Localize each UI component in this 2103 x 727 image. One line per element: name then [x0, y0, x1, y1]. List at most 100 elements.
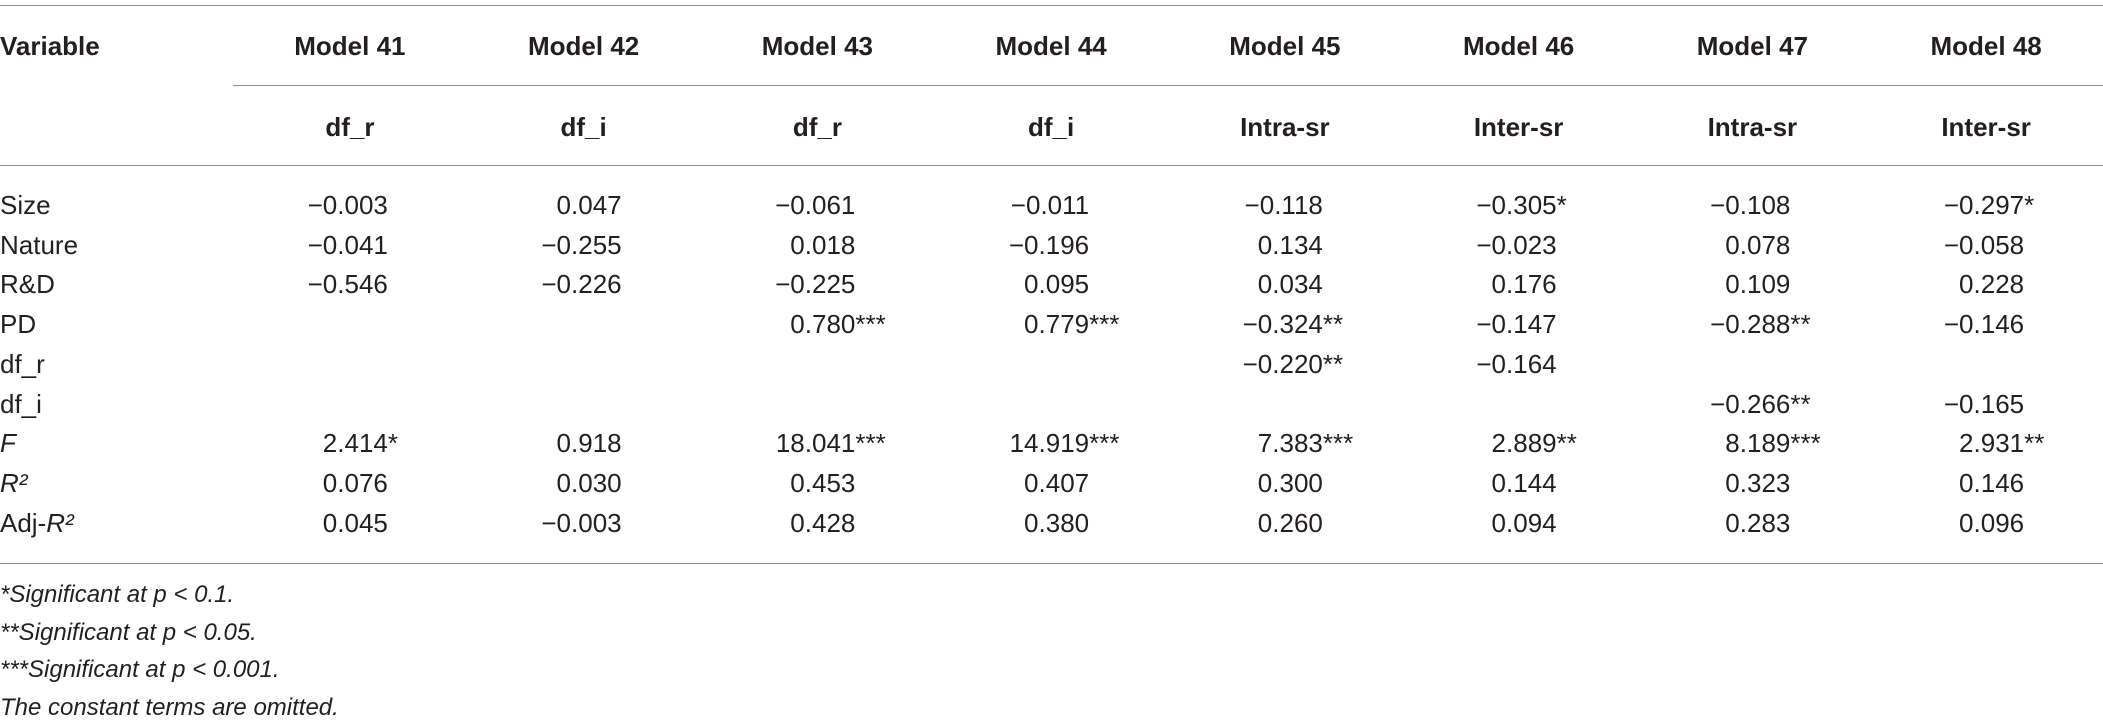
value-stars: *: [1556, 190, 1567, 220]
value-cell: −0.003: [278, 190, 388, 220]
value-cell: 0.047: [512, 190, 622, 220]
value-cell: −0.061: [745, 190, 855, 220]
value-cell: −0.297*: [1914, 190, 2034, 220]
model-header: Model 48: [1930, 31, 2042, 61]
value-cell: −0.058: [1914, 230, 2024, 260]
value-stars: ***: [855, 309, 886, 340]
value-number: 0.045: [322, 507, 388, 538]
value-cell: −0.324**: [1213, 309, 1344, 340]
value-number: 0.453: [790, 467, 856, 498]
label-part: R²: [46, 507, 74, 538]
value-number: −0.146: [1943, 309, 2025, 340]
value-cell: −0.225: [745, 269, 855, 299]
value-number: −0.165: [1943, 388, 2025, 419]
value-cell: 0.176: [1447, 269, 1557, 299]
value-number: 0.407: [1024, 467, 1090, 498]
value-stars: ***: [1089, 309, 1120, 340]
label-part: Nature: [0, 229, 79, 260]
value-cell: −0.266**: [1680, 388, 1811, 419]
value-number: 0.146: [1959, 467, 2025, 498]
value-cell: 2.931**: [1914, 428, 2044, 458]
value-number: −0.023: [1476, 229, 1557, 260]
value-number: 0.323: [1725, 467, 1791, 498]
value-cell: 2.889**: [1447, 428, 1577, 458]
value-number: −0.196: [1008, 229, 1090, 260]
footnote: *Significant at p < 0.1.: [0, 581, 235, 608]
value-cell: 14.919***: [979, 428, 1120, 459]
value-number: 18.041: [775, 428, 856, 459]
value-number: 0.380: [1024, 507, 1090, 538]
dependent-header: df_r: [792, 112, 842, 142]
value-number: 0.034: [1257, 269, 1323, 300]
rule-line: [0, 563, 2103, 564]
value-number: 0.134: [1257, 229, 1323, 260]
value-number: 2.414: [322, 428, 388, 459]
value-number: 14.919: [1009, 428, 1090, 459]
label-part: df_r: [0, 348, 45, 379]
value-number: −0.108: [1710, 190, 1791, 220]
model-header: Model 43: [761, 31, 873, 61]
value-cell: 0.918: [512, 428, 622, 458]
value-number: −0.324: [1242, 309, 1323, 340]
value-number: 0.078: [1725, 229, 1791, 260]
row-label: F: [0, 428, 16, 458]
value-cell: −0.255: [512, 229, 622, 260]
row-label: Nature: [0, 230, 78, 260]
value-cell: −0.164: [1447, 348, 1557, 379]
value-cell: −0.196: [979, 230, 1089, 260]
value-number: 0.047: [556, 190, 622, 220]
row-label: R&D: [0, 269, 55, 299]
value-number: 0.228: [1959, 269, 2025, 300]
value-cell: 0.323: [1680, 468, 1790, 498]
value-number: −0.546: [307, 269, 388, 300]
value-cell: 0.094: [1447, 508, 1557, 538]
model-header: Model 47: [1696, 31, 1808, 61]
value-number: −0.255: [541, 229, 622, 260]
value-number: −0.225: [775, 269, 856, 300]
value-number: −0.058: [1943, 229, 2025, 260]
value-number: 0.779: [1024, 309, 1090, 340]
value-stars: **: [1322, 348, 1344, 379]
value-number: 0.176: [1491, 269, 1557, 300]
label-part: R&D: [0, 269, 55, 300]
value-number: 0.094: [1491, 507, 1557, 538]
value-cell: 0.095: [979, 269, 1089, 299]
value-number: −0.118: [1244, 190, 1323, 220]
value-number: 2.889: [1491, 428, 1557, 459]
value-cell: −0.003: [512, 507, 622, 538]
model-header: Model 42: [528, 31, 640, 61]
label-part: Size: [0, 190, 51, 220]
value-number: −0.266: [1710, 388, 1791, 419]
value-number: 0.109: [1725, 269, 1791, 300]
value-cell: −0.305*: [1447, 190, 1567, 220]
dependent-header: Inter-sr: [1473, 112, 1564, 142]
value-number: 0.300: [1257, 467, 1323, 498]
value-cell: 0.300: [1213, 468, 1323, 498]
rule-line: [233, 85, 2103, 86]
value-number: 0.283: [1725, 507, 1791, 538]
value-number: −0.288: [1710, 309, 1791, 340]
value-cell: 0.096: [1914, 508, 2024, 538]
model-header: Model 44: [995, 31, 1107, 61]
value-cell: 0.283: [1680, 508, 1790, 538]
value-number: −0.164: [1476, 348, 1557, 379]
value-cell: 0.260: [1213, 508, 1323, 538]
value-number: 0.428: [790, 507, 856, 538]
value-cell: −0.165: [1914, 389, 2024, 419]
footnote: **Significant at p < 0.05.: [0, 618, 257, 646]
value-number: −0.003: [541, 507, 622, 538]
value-stars: ***: [855, 428, 886, 459]
model-header: Model 45: [1229, 31, 1341, 61]
value-cell: 0.030: [512, 468, 622, 498]
dependent-header: Intra-sr: [1707, 112, 1798, 142]
value-number: 0.095: [1024, 269, 1090, 300]
value-cell: −0.118: [1213, 190, 1323, 220]
value-stars: ***: [1790, 428, 1821, 459]
value-number: −0.041: [307, 229, 388, 260]
value-cell: −0.041: [278, 230, 388, 260]
value-cell: 7.383***: [1213, 428, 1353, 458]
footnote: The constant terms are omitted.: [0, 693, 339, 721]
value-cell: −0.546: [278, 269, 388, 299]
value-cell: 0.780***: [745, 309, 885, 339]
